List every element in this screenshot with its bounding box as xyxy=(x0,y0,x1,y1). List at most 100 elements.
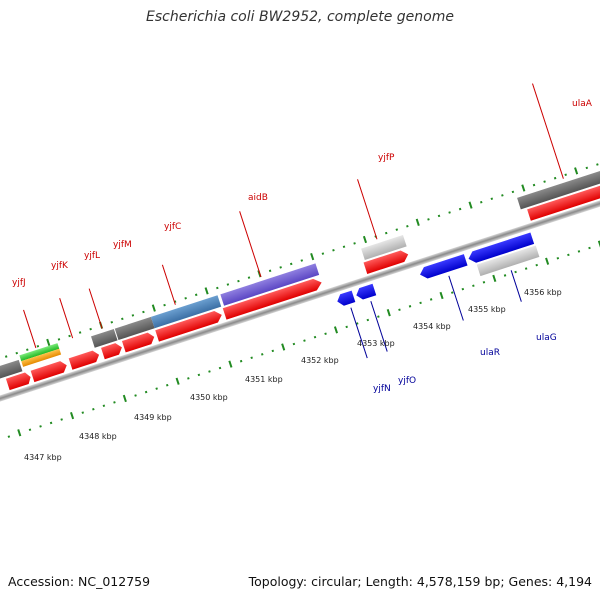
reverse-tick-47 xyxy=(408,305,412,308)
forward-tick-54 xyxy=(458,207,462,211)
reverse-tick-20 xyxy=(122,394,127,403)
forward-tick-13 xyxy=(26,348,29,351)
reverse-tick-27 xyxy=(197,373,201,377)
forward-tick-60 xyxy=(521,184,526,192)
reverse-tick-10 xyxy=(17,429,22,437)
accession-text: Accession: NC_012759 xyxy=(8,574,151,589)
forward-tick-22 xyxy=(121,317,124,321)
reverse-tick-61 xyxy=(556,257,560,260)
forward-tick-55 xyxy=(468,201,473,209)
reverse-tick-28 xyxy=(208,370,211,373)
gene-label-yjfM: yjfM xyxy=(113,240,132,250)
kbp-label-4349: 4349 kbp xyxy=(134,413,172,422)
forward-tick-43 xyxy=(342,245,346,249)
reverse-tick-23 xyxy=(155,387,158,390)
gene-arrow-yjfP xyxy=(363,250,409,274)
forward-tick-32 xyxy=(226,283,230,286)
forward-tick-28 xyxy=(184,296,187,300)
forward-tick-63 xyxy=(553,176,557,180)
reverse-tick-25 xyxy=(175,377,180,385)
forward-tick-33 xyxy=(237,279,240,283)
feature-yjfJ-region xyxy=(0,359,23,379)
reverse-tick-52 xyxy=(461,287,465,291)
reverse-tick-56 xyxy=(503,274,507,277)
reverse-tick-37 xyxy=(303,339,306,342)
reverse-tick-14 xyxy=(60,418,63,421)
gene-label-yjfO: yjfO xyxy=(398,376,416,386)
forward-tick-51 xyxy=(427,218,430,221)
forward-tick-23 xyxy=(131,314,135,317)
forward-tick-56 xyxy=(479,200,483,204)
kbp-label-4356: 4356 kbp xyxy=(524,288,562,297)
kbp-label-4355: 4355 kbp xyxy=(468,305,506,314)
reverse-tick-13 xyxy=(49,421,53,425)
feature-yjfM-region-1 xyxy=(91,328,118,348)
reverse-tick-54 xyxy=(482,281,486,284)
forward-tick-18 xyxy=(78,331,82,334)
forward-tick-39 xyxy=(300,259,304,262)
forward-tick-19 xyxy=(89,327,92,331)
forward-tick-47 xyxy=(384,231,388,235)
forward-tick-24 xyxy=(142,310,145,314)
gene-label-yjfC: yjfC xyxy=(164,222,181,232)
gene-arrow-ulaA xyxy=(527,179,600,221)
gene-label-yjfK: yjfK xyxy=(51,261,69,271)
feature-yjfK-orange xyxy=(21,348,62,367)
gene-arrow-aidB xyxy=(222,278,322,320)
gene-arrow-yjfK xyxy=(30,361,67,383)
reverse-tick-44 xyxy=(377,315,380,318)
reverse-tick-18 xyxy=(102,404,106,408)
reverse-tick-63 xyxy=(577,250,581,253)
forward-tick-34 xyxy=(247,276,251,279)
kbp-label-4352: 4352 kbp xyxy=(301,356,339,365)
gene-label-ulaR: ulaR xyxy=(480,348,500,358)
reverse-tick-36 xyxy=(292,342,296,346)
reverse-tick-41 xyxy=(345,325,348,329)
reverse-tick-48 xyxy=(419,301,422,305)
forward-tick-48 xyxy=(395,228,399,231)
forward-tick-53 xyxy=(448,211,451,214)
reverse-tick-35 xyxy=(281,343,286,351)
gene-arrow-ulaR xyxy=(420,254,468,279)
reverse-tick-19 xyxy=(113,401,116,404)
forward-tick-61 xyxy=(532,183,536,187)
forward-tick-44 xyxy=(353,242,356,245)
forward-tick-11 xyxy=(4,355,8,358)
kbp-label-4353: 4353 kbp xyxy=(357,339,395,348)
forward-label-leaders xyxy=(23,83,564,349)
genome-stats-text: Topology: circular; Length: 4,578,159 bp… xyxy=(248,574,592,589)
gene-label-ulaG: ulaG xyxy=(536,333,557,343)
reverse-tick-51 xyxy=(451,291,454,294)
forward-tick-40 xyxy=(310,252,315,261)
forward-tick-64 xyxy=(564,173,567,177)
feature-aidB-region xyxy=(220,263,320,306)
gene-arrow-yjfO xyxy=(356,283,377,300)
gene-arrow-yjfM-b xyxy=(121,332,155,353)
forward-tick-59 xyxy=(511,190,515,194)
reverse-tick-62 xyxy=(567,253,570,257)
reverse-tick-46 xyxy=(398,308,401,311)
forward-tick-21 xyxy=(110,320,114,324)
gene-arrow-yjfL xyxy=(68,350,100,370)
forward-tick-38 xyxy=(289,262,293,266)
reverse-tick-49 xyxy=(429,298,433,301)
forward-tick-41 xyxy=(321,252,325,255)
forward-tick-15 xyxy=(46,338,51,346)
gene-label-yjfL: yjfL xyxy=(84,251,100,261)
forward-tick-62 xyxy=(543,180,546,183)
kbp-label-4347: 4347 kbp xyxy=(24,453,62,462)
forward-tick-67 xyxy=(596,163,599,166)
kbp-label-4350: 4350 kbp xyxy=(190,393,228,402)
genome-backbone xyxy=(0,143,600,459)
forward-tick-52 xyxy=(437,214,441,218)
page-title: Escherichia coli BW2952, complete genome xyxy=(146,9,454,25)
reverse-tick-60 xyxy=(545,257,550,265)
gene-arrow-yjfC xyxy=(155,311,222,342)
reverse-tick-58 xyxy=(524,267,528,270)
feature-yjfC-region xyxy=(150,295,222,329)
reverse-tick-38 xyxy=(313,335,317,339)
forward-tick-65 xyxy=(574,167,579,175)
reverse-tick-30 xyxy=(228,360,233,368)
forward-tick-50 xyxy=(415,218,420,226)
